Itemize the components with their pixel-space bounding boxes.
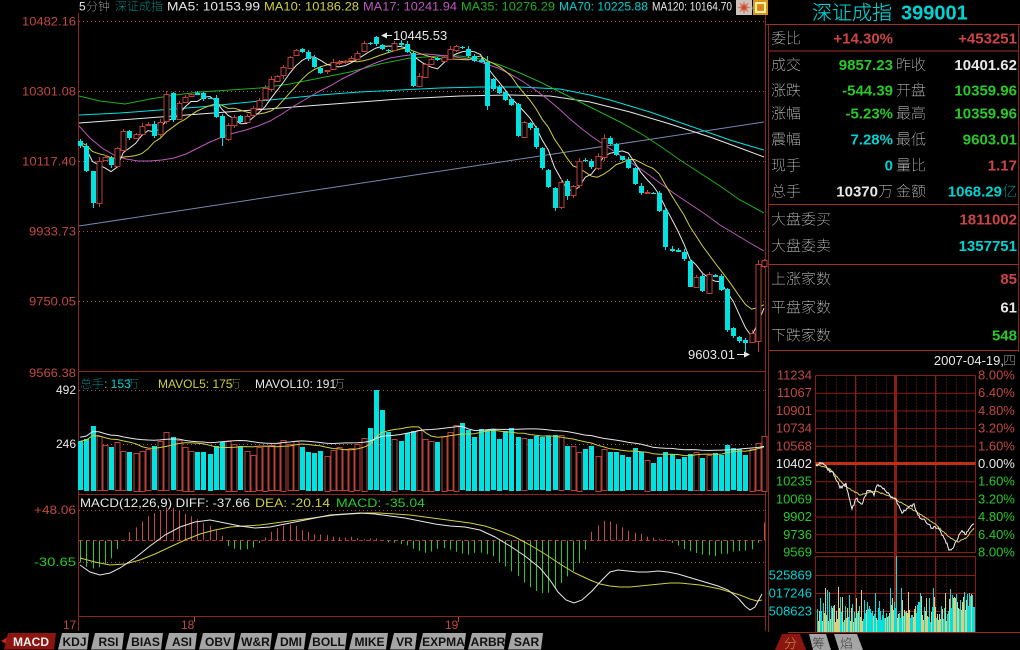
svg-text:6.40%: 6.40%: [978, 385, 1015, 400]
svg-text:0: 0: [885, 158, 893, 175]
svg-text:9750.05: 9750.05: [29, 295, 76, 309]
svg-text:9933.73: 9933.73: [29, 225, 76, 239]
svg-text:017246: 017246: [769, 586, 812, 601]
svg-text:7.28%: 7.28%: [850, 132, 893, 149]
svg-text:MACD(12,26,9) DIFF: -37.66: MACD(12,26,9) DIFF: -37.66: [80, 496, 250, 510]
svg-text:MA17: 10241.94: MA17: 10241.94: [363, 0, 457, 14]
svg-text:-5.23%: -5.23%: [845, 106, 893, 123]
svg-text:399001: 399001: [901, 3, 968, 25]
svg-text:10734: 10734: [776, 421, 812, 436]
svg-text:3.20%: 3.20%: [978, 491, 1015, 506]
svg-text:525869: 525869: [769, 568, 812, 583]
svg-text:1.60%: 1.60%: [978, 438, 1015, 453]
svg-text:1357751: 1357751: [959, 238, 1017, 255]
svg-text:2007-04-19,: 2007-04-19,: [934, 353, 1004, 368]
svg-text:9736: 9736: [783, 527, 812, 542]
svg-text:RSI: RSI: [98, 635, 118, 649]
svg-text:MACD: -35.04: MACD: -35.04: [336, 496, 425, 510]
svg-text:19: 19: [445, 618, 459, 632]
svg-text:9902: 9902: [783, 509, 812, 524]
svg-text:MAVOL10: 191: MAVOL10: 191: [255, 377, 336, 391]
svg-text:17: 17: [63, 618, 77, 632]
svg-text:4.80%: 4.80%: [978, 403, 1015, 418]
svg-text:6.40%: 6.40%: [978, 527, 1015, 542]
svg-text:+48.06: +48.06: [34, 503, 76, 517]
svg-text:11067: 11067: [777, 385, 812, 400]
svg-text:VR: VR: [396, 635, 413, 649]
svg-text:1068.29: 1068.29: [948, 184, 1002, 201]
svg-text:10359.96: 10359.96: [954, 83, 1017, 100]
svg-text:MAVOL5: 175: MAVOL5: 175: [158, 377, 233, 391]
svg-text:9566.38: 9566.38: [29, 366, 76, 380]
svg-text:8.00%: 8.00%: [978, 545, 1015, 560]
svg-text:MA5: 10153.99: MA5: 10153.99: [167, 0, 260, 14]
svg-text:1811002: 1811002: [959, 212, 1017, 229]
svg-text:BIAS: BIAS: [131, 635, 160, 649]
svg-text:ARBR: ARBR: [471, 635, 506, 649]
svg-text:8.00%: 8.00%: [978, 368, 1015, 383]
svg-text:10069: 10069: [776, 491, 812, 506]
svg-text:10301.08: 10301.08: [22, 85, 76, 99]
svg-text:10117.40: 10117.40: [22, 155, 76, 169]
svg-text:10402: 10402: [776, 456, 812, 471]
svg-text:10401.62: 10401.62: [954, 57, 1017, 74]
svg-text:MA10: 10186.28: MA10: 10186.28: [264, 0, 359, 14]
svg-text:10235: 10235: [776, 474, 812, 489]
svg-text:4.80%: 4.80%: [978, 509, 1015, 524]
svg-text:1.60%: 1.60%: [978, 474, 1015, 489]
svg-text:9603.01: 9603.01: [963, 132, 1017, 149]
svg-text:18: 18: [181, 618, 195, 632]
svg-text:548: 548: [992, 328, 1017, 345]
svg-text:9569: 9569: [783, 545, 812, 560]
svg-text:MACD: MACD: [13, 635, 49, 649]
svg-text:: 153: : 153: [104, 377, 131, 391]
svg-text:10482.16: 10482.16: [22, 15, 76, 29]
svg-text:MIKE: MIKE: [355, 635, 385, 649]
svg-text:+453251: +453251: [958, 31, 1017, 48]
svg-text:KDJ: KDJ: [62, 635, 86, 649]
svg-text:85: 85: [1000, 271, 1017, 288]
svg-text:OBV: OBV: [205, 635, 231, 649]
svg-text:10445.53: 10445.53: [393, 28, 447, 43]
svg-text:9857.23: 9857.23: [839, 57, 893, 74]
svg-text:508623: 508623: [769, 604, 812, 619]
svg-text:MA35: 10276.29: MA35: 10276.29: [461, 0, 555, 14]
svg-text:11234: 11234: [777, 368, 812, 383]
svg-text:MA70: 10225.88: MA70: 10225.88: [559, 0, 648, 14]
svg-text:-544.39: -544.39: [842, 83, 893, 100]
svg-text:10370: 10370: [836, 184, 878, 201]
svg-text:ASI: ASI: [172, 635, 192, 649]
svg-text:3.20%: 3.20%: [978, 421, 1015, 436]
svg-text:DMI: DMI: [280, 635, 302, 649]
svg-text:246: 246: [56, 437, 76, 451]
svg-text:DEA: -20.14: DEA: -20.14: [255, 496, 330, 510]
svg-text:MA120: 10164.70: MA120: 10164.70: [652, 0, 732, 14]
svg-text:SAR: SAR: [514, 635, 540, 649]
svg-text:W&R: W&R: [241, 635, 270, 649]
svg-text:-30.65: -30.65: [34, 555, 76, 569]
svg-text:EXPMA: EXPMA: [422, 635, 465, 649]
svg-text:5: 5: [79, 0, 86, 14]
svg-text:BOLL: BOLL: [312, 635, 345, 649]
svg-text:0.00%: 0.00%: [978, 456, 1015, 471]
svg-text:10359.96: 10359.96: [954, 106, 1017, 123]
svg-text:10568: 10568: [776, 438, 812, 453]
svg-text:492: 492: [56, 383, 76, 397]
svg-text:+14.30%: +14.30%: [833, 31, 893, 48]
svg-text:61: 61: [1000, 300, 1017, 317]
svg-text:10901: 10901: [776, 403, 812, 418]
svg-text:1.17: 1.17: [988, 158, 1017, 175]
svg-text:9603.01: 9603.01: [688, 347, 735, 362]
